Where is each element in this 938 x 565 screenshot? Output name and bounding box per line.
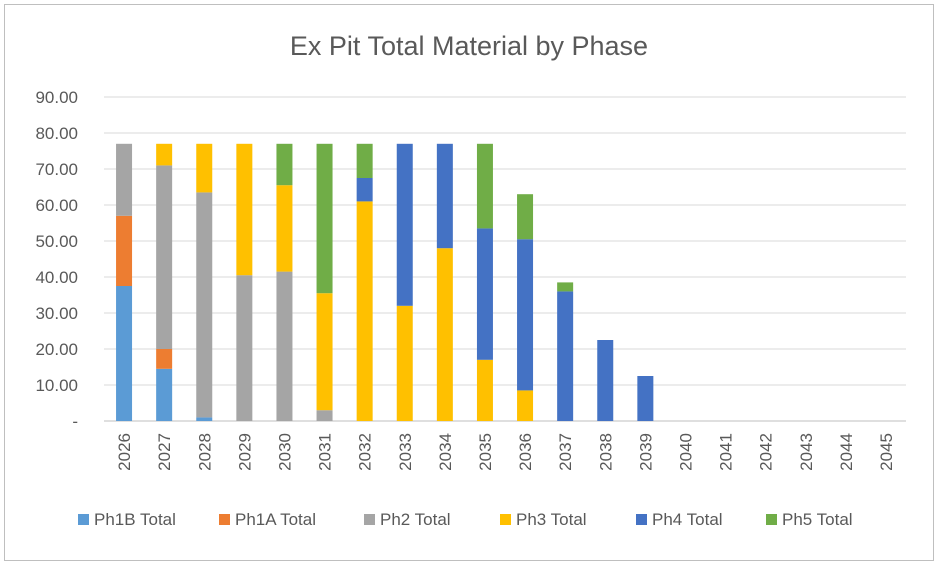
- bar-segment: [517, 194, 534, 240]
- y-tick-label: 10.00: [35, 376, 78, 395]
- bar-segment: [276, 271, 293, 421]
- bar-segment: [517, 390, 534, 421]
- legend-label: Ph5 Total: [782, 510, 853, 529]
- bars: [116, 143, 654, 421]
- bar-segment: [156, 368, 173, 421]
- bar-segment: [356, 143, 373, 178]
- x-tick-label: 2031: [316, 433, 335, 471]
- x-tick-label: 2044: [837, 433, 856, 471]
- y-tick-label: 30.00: [35, 304, 78, 323]
- y-tick-label: 80.00: [35, 124, 78, 143]
- bar-segment: [396, 143, 413, 306]
- x-tick-label: 2036: [516, 433, 535, 471]
- bar-segment: [517, 239, 534, 391]
- x-tick-label: 2026: [115, 433, 134, 471]
- bar-segment: [156, 143, 173, 166]
- legend-item: Ph1A Total: [219, 510, 316, 529]
- x-tick-label: 2029: [235, 433, 254, 471]
- legend-item: Ph4 Total: [636, 510, 723, 529]
- bar-segment: [156, 349, 173, 369]
- x-tick-label: 2027: [155, 433, 174, 471]
- y-tick-label: 40.00: [35, 268, 78, 287]
- bar-segment: [156, 165, 173, 349]
- legend-label: Ph2 Total: [380, 510, 451, 529]
- x-tick-label: 2042: [757, 433, 776, 471]
- x-tick-label: 2035: [476, 433, 495, 471]
- bar-segment: [557, 282, 574, 292]
- y-tick-label: 90.00: [35, 88, 78, 107]
- legend-label: Ph1B Total: [94, 510, 176, 529]
- bar-segment: [236, 275, 253, 421]
- bar-segment: [597, 340, 614, 421]
- bar-segment: [116, 143, 133, 216]
- y-axis: - 10.00 20.00 30.00 40.00 50.00 60.00 70.00 80.0…: [35, 88, 78, 431]
- gridlines: [104, 96, 906, 422]
- bar-segment: [396, 305, 413, 421]
- bar-segment: [196, 143, 213, 193]
- bar-segment: [276, 143, 293, 186]
- legend-label: Ph3 Total: [516, 510, 587, 529]
- bar-segment: [116, 286, 133, 421]
- y-tick-label: 70.00: [35, 160, 78, 179]
- legend-swatch: [78, 514, 89, 525]
- legend-swatch: [364, 514, 375, 525]
- chart-title: Ex Pit Total Material by Phase: [290, 31, 648, 61]
- legend-item: Ph1B Total: [78, 510, 176, 529]
- bar-segment: [476, 359, 493, 421]
- bar-segment: [236, 143, 253, 276]
- y-tick-label: 50.00: [35, 232, 78, 251]
- bar-segment: [316, 143, 333, 294]
- bar-segment: [356, 178, 373, 202]
- x-axis: 2026 2027 2028 2029 2030 2031 2032 2033 2034 2035…: [115, 433, 896, 471]
- legend-swatch: [219, 514, 230, 525]
- bar-segment: [476, 143, 493, 229]
- y-tick-label: 60.00: [35, 196, 78, 215]
- bar-segment: [436, 248, 453, 421]
- x-tick-label: 2040: [676, 433, 695, 471]
- y-tick-label: 20.00: [35, 340, 78, 359]
- bar-segment: [316, 293, 333, 411]
- bar-segment: [476, 228, 493, 360]
- bar-segment: [276, 185, 293, 272]
- legend-label: Ph4 Total: [652, 510, 723, 529]
- x-tick-label: 2033: [396, 433, 415, 471]
- x-tick-label: 2030: [275, 433, 294, 471]
- x-tick-label: 2037: [556, 433, 575, 471]
- legend-swatch: [766, 514, 777, 525]
- x-tick-label: 2028: [195, 433, 214, 471]
- bar-segment: [557, 291, 574, 421]
- x-tick-label: 2032: [356, 433, 375, 471]
- legend: Ph1B Total Ph1A Total Ph2 Total Ph3 Total Ph…: [78, 510, 853, 529]
- legend-swatch: [636, 514, 647, 525]
- legend-item: Ph2 Total: [364, 510, 451, 529]
- legend-swatch: [500, 514, 511, 525]
- x-tick-label: 2038: [596, 433, 615, 471]
- legend-item: Ph3 Total: [500, 510, 587, 529]
- legend-label: Ph1A Total: [235, 510, 316, 529]
- x-tick-label: 2043: [797, 433, 816, 471]
- bar-segment: [116, 215, 133, 286]
- x-tick-label: 2045: [877, 433, 896, 471]
- x-tick-label: 2039: [636, 433, 655, 471]
- legend-item: Ph5 Total: [766, 510, 853, 529]
- bar-segment: [196, 417, 213, 421]
- bar-segment: [436, 143, 453, 249]
- y-tick-label: -: [72, 412, 78, 431]
- bar-segment: [356, 201, 373, 421]
- x-tick-label: 2041: [717, 433, 736, 471]
- bar-segment: [316, 410, 333, 421]
- x-tick-label: 2034: [436, 433, 455, 471]
- bar-segment: [196, 192, 213, 418]
- bar-segment: [637, 376, 654, 421]
